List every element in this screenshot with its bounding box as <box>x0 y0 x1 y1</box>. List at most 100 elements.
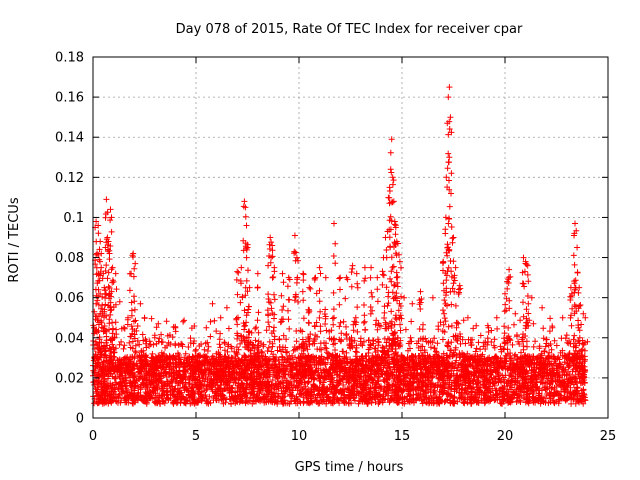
data-point <box>299 358 306 364</box>
data-point <box>415 352 422 359</box>
data-point <box>332 347 338 353</box>
data-point <box>187 335 194 342</box>
data-point <box>217 344 224 351</box>
data-point <box>340 318 347 325</box>
data-point <box>546 389 553 396</box>
data-point <box>403 395 410 402</box>
data-point <box>223 396 230 403</box>
data-point <box>228 345 235 352</box>
data-point <box>275 361 282 368</box>
data-point <box>571 332 578 339</box>
data-point <box>490 380 496 387</box>
data-point <box>322 360 329 367</box>
data-point <box>481 382 487 389</box>
data-point <box>338 390 345 397</box>
data-point <box>179 380 186 387</box>
data-point <box>121 367 128 374</box>
chart-title: Day 078 of 2015, Rate Of TEC Index for r… <box>176 22 523 37</box>
data-point <box>164 332 171 339</box>
data-point <box>262 357 269 364</box>
data-point <box>132 342 139 349</box>
data-point <box>183 395 190 402</box>
data-point <box>399 394 406 400</box>
data-point <box>330 365 337 372</box>
data-point <box>536 343 543 350</box>
data-point <box>468 397 475 404</box>
data-point <box>106 359 113 366</box>
data-point <box>317 367 324 374</box>
data-point <box>414 372 421 379</box>
data-point <box>470 365 477 372</box>
data-point <box>308 393 314 400</box>
data-point <box>530 353 537 360</box>
data-point <box>411 367 417 374</box>
data-point <box>464 350 471 357</box>
data-point <box>148 315 155 322</box>
data-point <box>514 371 521 378</box>
data-point <box>581 394 588 401</box>
data-point <box>503 357 510 364</box>
data-point <box>570 374 577 381</box>
data-point <box>207 333 214 340</box>
data-point <box>345 393 352 400</box>
data-point <box>331 396 338 402</box>
data-point <box>307 364 314 371</box>
data-point <box>238 380 245 387</box>
data-point <box>533 376 540 383</box>
data-point <box>430 373 436 380</box>
data-point <box>490 380 497 387</box>
data-point <box>297 354 304 361</box>
data-point <box>443 354 450 361</box>
data-point <box>286 391 293 398</box>
data-point <box>580 387 587 394</box>
data-point <box>578 321 585 328</box>
data-point <box>488 327 495 334</box>
data-point <box>112 375 119 382</box>
data-point <box>177 379 183 386</box>
data-point <box>155 320 162 327</box>
data-point <box>541 348 548 354</box>
data-point <box>495 379 502 386</box>
data-point <box>474 352 481 359</box>
data-point <box>305 353 312 360</box>
data-point <box>450 400 456 407</box>
data-point <box>258 340 264 347</box>
data-point <box>238 366 245 372</box>
data-point <box>172 385 179 392</box>
data-point <box>538 376 545 383</box>
data-point <box>115 394 122 401</box>
data-point <box>91 400 98 407</box>
data-point <box>318 353 325 360</box>
data-point <box>248 353 255 360</box>
data-point <box>283 349 289 356</box>
data-point <box>547 315 554 322</box>
data-point <box>467 336 474 343</box>
data-point <box>561 359 568 366</box>
data-point <box>204 385 211 392</box>
data-point <box>155 338 162 345</box>
data-point <box>355 400 362 407</box>
data-point <box>521 395 527 402</box>
data-point <box>521 389 528 396</box>
data-point <box>292 363 299 370</box>
data-point <box>385 348 392 355</box>
data-point <box>304 357 311 364</box>
data-point <box>415 378 422 385</box>
data-point <box>236 399 243 406</box>
data-point <box>489 355 495 362</box>
data-point <box>325 373 332 380</box>
data-point <box>401 356 408 363</box>
data-point <box>402 326 409 333</box>
data-point <box>533 359 540 366</box>
data-point <box>577 380 584 387</box>
data-point <box>371 370 378 377</box>
data-point <box>176 352 182 358</box>
data-point <box>372 358 379 365</box>
data-point <box>479 351 486 358</box>
data-point <box>485 395 491 402</box>
data-point <box>491 336 498 343</box>
data-point <box>271 389 277 396</box>
data-point <box>484 335 491 342</box>
data-point <box>551 391 558 398</box>
data-point <box>128 386 135 393</box>
